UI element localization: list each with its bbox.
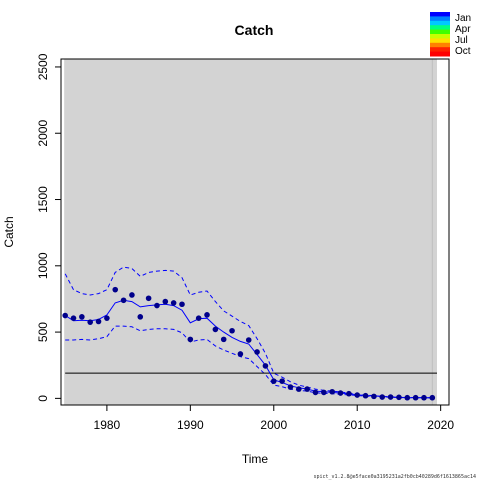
observed-catch-point <box>254 349 260 355</box>
legend-label: Oct <box>455 46 471 57</box>
legend-color-swatch <box>430 20 450 26</box>
y-tick-label: 1000 <box>36 252 50 279</box>
legend-color-swatch <box>430 47 450 53</box>
observed-catch-point <box>421 394 427 401</box>
x-tick-label: 2010 <box>344 418 371 432</box>
observed-catch-point <box>287 384 294 390</box>
predicted-line-group <box>64 299 433 399</box>
observed-catch-point <box>412 394 419 401</box>
observed-catch-point <box>229 327 235 334</box>
observed-catch-point <box>95 318 102 325</box>
legend-color-swatch <box>430 25 450 31</box>
legend-color-swatch <box>430 34 450 39</box>
y-tick-label: 500 <box>36 322 50 342</box>
y-axis: 0 500 1000 1500 2000 2500 <box>36 53 61 402</box>
x-tick-label: 1980 <box>94 418 121 432</box>
observed-catch-point <box>371 393 377 400</box>
observed-catch-point <box>170 300 177 306</box>
legend-label: Jul <box>455 35 468 46</box>
y-axis-title: Catch <box>2 216 16 247</box>
reference-line-group <box>65 59 437 405</box>
legend-color-swatch <box>430 12 450 17</box>
observed-catch-point <box>112 286 119 293</box>
observed-catch-point <box>162 298 169 305</box>
observed-catch-point <box>321 389 327 396</box>
observed-catch-point <box>212 326 219 333</box>
legend-color-swatch <box>430 38 450 44</box>
observed-catch-point <box>87 319 94 325</box>
observed-points-group <box>62 286 436 401</box>
observed-catch-point <box>312 389 319 396</box>
observed-catch-point <box>79 314 85 320</box>
observed-catch-point <box>279 378 285 384</box>
y-tick-label: 2000 <box>36 120 50 147</box>
plot-shaded-region <box>64 59 437 405</box>
observed-catch-point <box>137 314 144 320</box>
x-tick-label: 1990 <box>177 418 204 432</box>
observed-catch-point <box>429 394 436 401</box>
observed-catch-point <box>129 292 135 298</box>
observed-catch-point <box>362 392 369 399</box>
observed-catch-point <box>245 337 252 343</box>
observed-catch-point <box>204 312 210 318</box>
plot-frame <box>60 58 450 406</box>
x-tick-label: 2000 <box>260 418 287 432</box>
x-axis: 1980 1990 2000 2010 2020 <box>94 405 454 432</box>
x-axis-title: Time <box>242 452 269 466</box>
observed-catch-point <box>329 388 335 395</box>
observed-catch-point <box>396 394 402 401</box>
y-tick-label: 0 <box>36 395 50 402</box>
observed-catch-point <box>237 351 244 357</box>
observed-catch-point <box>70 315 77 321</box>
predicted-catch-line <box>64 299 433 399</box>
observed-catch-point <box>304 386 310 392</box>
observed-catch-point <box>337 390 344 396</box>
x-tick-label: 2020 <box>427 418 454 432</box>
observed-catch-point <box>120 297 127 304</box>
observed-catch-point <box>104 315 110 321</box>
y-tick-label: 1500 <box>36 186 50 213</box>
legend-label: Apr <box>455 24 471 35</box>
observed-catch-point <box>179 301 185 308</box>
legend-color-swatch <box>430 16 450 22</box>
observed-catch-point <box>404 394 411 401</box>
observed-catch-point <box>379 394 386 400</box>
legend-color-swatch <box>430 42 450 48</box>
observed-catch-point <box>354 392 361 398</box>
observed-catch-point <box>195 315 202 321</box>
observed-catch-point <box>387 394 394 400</box>
observed-catch-point <box>296 386 302 392</box>
chart-title: Catch <box>235 22 274 38</box>
observed-catch-point <box>187 336 194 343</box>
observed-catch-point <box>62 312 68 319</box>
legend-color-swatch <box>430 51 450 57</box>
version-footnote: spict_v1.2.8@e5face0a3195231a2fb0cb40289… <box>313 474 476 480</box>
y-tick-label: 2500 <box>36 53 50 80</box>
observed-catch-point <box>346 390 352 397</box>
legend-color-swatch <box>430 29 450 35</box>
lower-ci-line <box>65 325 433 399</box>
observed-catch-point <box>154 302 160 309</box>
observed-catch-point <box>270 378 277 384</box>
legend-label: Jan <box>455 13 471 24</box>
observed-catch-point <box>262 363 269 369</box>
observed-catch-point <box>220 336 227 343</box>
observed-catch-point <box>145 295 152 302</box>
